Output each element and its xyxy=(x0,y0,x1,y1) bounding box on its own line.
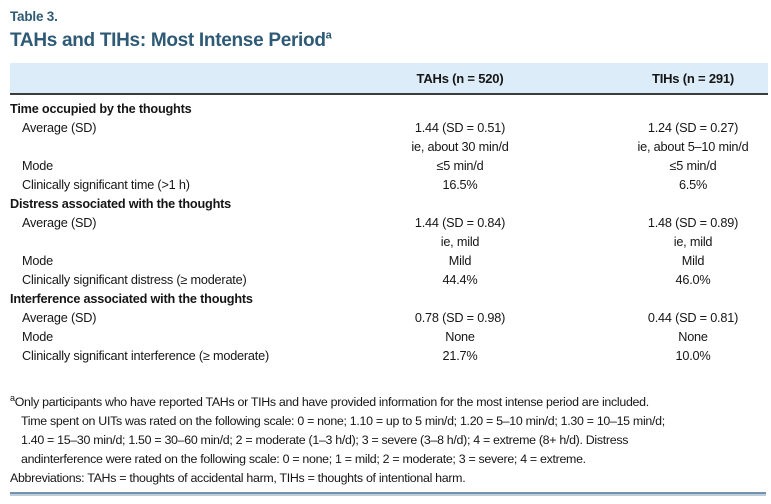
tahs-value: ie, about 30 min/d xyxy=(411,140,509,154)
row-label: Mode xyxy=(22,330,53,344)
row-label: Clinically significant interference (≥ m… xyxy=(22,349,269,363)
row-label: Mode xyxy=(22,159,53,173)
table-row: Average (SD) 0.78 (SD = 0.98) 0.44 (SD =… xyxy=(10,309,768,328)
section-header-row: Interference associated with the thought… xyxy=(10,290,768,309)
tihs-value: ie, mild xyxy=(673,235,713,249)
table-row: Mode ≤5 min/d ≤5 min/d xyxy=(10,157,768,176)
table-row: Clinically significant distress (≥ moder… xyxy=(10,271,768,290)
table-body: Time occupied by the thoughts Average (S… xyxy=(10,95,768,366)
tahs-value: ie, mild xyxy=(440,235,480,249)
table-row: Clinically significant interference (≥ m… xyxy=(10,347,768,366)
section-header: Interference associated with the thought… xyxy=(10,292,253,306)
table-row: Clinically significant time (>1 h) 16.5%… xyxy=(10,176,768,195)
row-label xyxy=(10,233,320,252)
table-row: Average (SD) 1.44 (SD = 0.84) 1.48 (SD =… xyxy=(10,214,768,233)
tihs-value: 46.0% xyxy=(675,273,711,287)
table-row: ie, mild ie, mild xyxy=(10,233,768,252)
bottom-rule xyxy=(10,492,766,496)
tahs-value: 1.44 (SD = 0.51) xyxy=(414,121,506,135)
table-title: TAHs and TIHs: Most Intense Perioda xyxy=(10,29,768,53)
footnote-line: aOnly participants who have reported TAH… xyxy=(10,393,768,412)
tihs-value: 1.48 (SD = 0.89) xyxy=(647,216,739,230)
tihs-value: 0.44 (SD = 0.81) xyxy=(647,311,739,325)
footnotes: aOnly participants who have reported TAH… xyxy=(10,393,768,488)
section-header: Distress associated with the thoughts xyxy=(10,197,232,211)
table-row: Average (SD) 1.44 (SD = 0.51) 1.24 (SD =… xyxy=(10,119,768,138)
table-number-label: Table 3. xyxy=(10,9,58,24)
tahs-value: 16.5% xyxy=(442,178,478,192)
footnote-line: 1.40 = 15–30 min/d; 1.50 = 30–60 min/d; … xyxy=(21,433,629,447)
tihs-value: Mild xyxy=(681,254,705,268)
row-label: Clinically significant distress (≥ moder… xyxy=(22,273,247,287)
tihs-value: ≤5 min/d xyxy=(669,159,717,173)
table-title-text: TAHs and TIHs: Most Intense Period xyxy=(10,30,326,51)
table-title-footnote-marker: a xyxy=(325,29,332,42)
section-header-row: Distress associated with the thoughts xyxy=(10,195,768,214)
row-label: Average (SD) xyxy=(22,216,97,230)
row-label: Mode xyxy=(22,254,53,268)
table-row: ie, about 30 min/d ie, about 5–10 min/d xyxy=(10,138,768,157)
tahs-value: 0.78 (SD = 0.98) xyxy=(414,311,506,325)
table-row: Mode None None xyxy=(10,328,768,347)
footnote-line: Time spent on UITs was rated on the foll… xyxy=(21,414,665,428)
tahs-value: 1.44 (SD = 0.84) xyxy=(414,216,506,230)
tahs-value: 21.7% xyxy=(442,349,478,363)
row-label: Average (SD) xyxy=(22,121,97,135)
column-header-row: TAHs (n = 520) TIHs (n = 291) xyxy=(10,63,768,95)
tihs-value: None xyxy=(678,330,708,344)
tihs-value: 10.0% xyxy=(675,349,711,363)
footnote-line: andinterference were rated on the follow… xyxy=(21,452,586,466)
row-label: Clinically significant time (>1 h) xyxy=(22,178,190,192)
row-label: Average (SD) xyxy=(22,311,97,325)
tihs-value: 1.24 (SD = 0.27) xyxy=(647,121,739,135)
column-header-tihs: TIHs (n = 291) xyxy=(651,70,735,86)
abbreviations-line: Abbreviations: TAHs = thoughts of accide… xyxy=(10,471,466,485)
table-row: Mode Mild Mild xyxy=(10,252,768,271)
tihs-value: ie, about 5–10 min/d xyxy=(637,140,749,154)
footnote-text: Only participants who have reported TAHs… xyxy=(14,395,649,409)
column-header-tahs: TAHs (n = 520) xyxy=(416,70,504,86)
tahs-value: 44.4% xyxy=(442,273,478,287)
row-label xyxy=(10,138,320,157)
tahs-value: None xyxy=(445,330,475,344)
tihs-value: 6.5% xyxy=(678,178,708,192)
footnote-marker: a xyxy=(10,392,15,403)
section-header-row: Time occupied by the thoughts xyxy=(10,100,768,119)
tahs-value: ≤5 min/d xyxy=(436,159,484,173)
tahs-value: Mild xyxy=(448,254,472,268)
section-header: Time occupied by the thoughts xyxy=(10,102,192,116)
